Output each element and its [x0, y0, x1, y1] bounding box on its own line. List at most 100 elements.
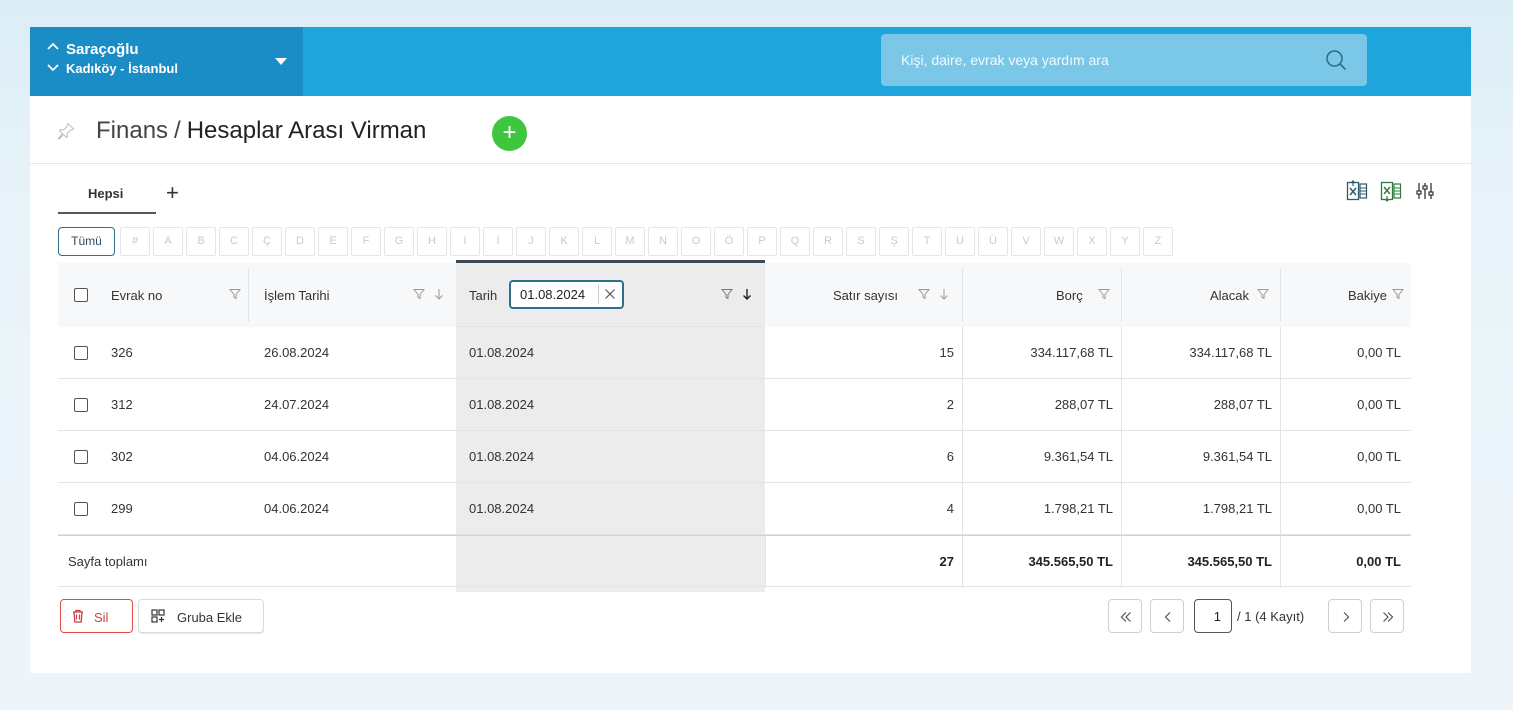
letter-button[interactable]: W — [1044, 227, 1074, 256]
letter-button[interactable]: A — [153, 227, 183, 256]
add-tab-button[interactable]: + — [166, 180, 179, 205]
letter-button[interactable]: Q — [780, 227, 810, 256]
letter-button[interactable]: Ç — [252, 227, 282, 256]
letter-button[interactable]: N — [648, 227, 678, 256]
page-number-input[interactable] — [1194, 599, 1232, 633]
filter-icon[interactable] — [1392, 288, 1404, 300]
filter-icon[interactable] — [413, 288, 425, 300]
cell-satir-sayisi: 4 — [946, 501, 954, 516]
letter-button[interactable]: # — [120, 227, 150, 256]
site-switcher[interactable]: Saraçoğlu Kadıköy - İstanbul — [30, 27, 303, 96]
sort-arrow-icon[interactable] — [938, 288, 950, 300]
col-satir-sayisi[interactable]: Satır sayısı — [833, 288, 899, 303]
total-alacak: 345.565,50 TL — [1187, 554, 1272, 569]
letter-button[interactable]: Ü — [978, 227, 1008, 256]
filter-icon[interactable] — [229, 288, 241, 300]
date-filter-field[interactable] — [509, 280, 624, 309]
search-box[interactable] — [881, 34, 1367, 86]
table-row[interactable]: 299 04.06.2024 01.08.2024 4 1.798,21 TL 1.798… — [58, 483, 1411, 535]
letter-button[interactable]: S — [846, 227, 876, 256]
letter-button[interactable]: O — [681, 227, 711, 256]
row-checkbox[interactable] — [74, 450, 88, 464]
cell-alacak: 1.798,21 TL — [1202, 501, 1272, 516]
col-islem-tarihi[interactable]: İşlem Tarihi — [264, 288, 330, 303]
prev-page-button[interactable] — [1150, 599, 1184, 633]
add-to-group-button[interactable]: Gruba Ekle — [138, 599, 264, 633]
filter-icon[interactable] — [721, 288, 733, 300]
letter-button[interactable]: J — [516, 227, 546, 256]
letter-button[interactable]: İ — [483, 227, 513, 256]
letter-button[interactable]: M — [615, 227, 645, 256]
letter-button[interactable]: Z — [1143, 227, 1173, 256]
table-row[interactable]: 326 26.08.2024 01.08.2024 15 334.117,68 TL 33… — [58, 327, 1411, 379]
caret-down-icon[interactable] — [274, 56, 288, 66]
letter-button[interactable]: T — [912, 227, 942, 256]
letter-button[interactable]: E — [318, 227, 348, 256]
letter-button[interactable]: G — [384, 227, 414, 256]
cell-tarih: 01.08.2024 — [469, 345, 535, 360]
page-info: / 1 (4 Kayıt) — [1237, 609, 1305, 624]
table-footer: Sayfa toplamı 27 345.565,50 TL 345.565,5… — [58, 535, 1411, 588]
select-all-checkbox[interactable] — [74, 288, 88, 302]
next-page-button[interactable] — [1328, 599, 1362, 633]
row-checkbox[interactable] — [74, 502, 88, 516]
pin-icon[interactable] — [57, 122, 75, 140]
filter-icon[interactable] — [1257, 288, 1269, 300]
double-chevron-left-icon — [1120, 612, 1131, 622]
col-alacak[interactable]: Alacak — [1210, 288, 1250, 303]
cell-bakiye: 0,00 TL — [1357, 501, 1401, 516]
breadcrumb-section[interactable]: Finans — [96, 117, 169, 144]
search-icon[interactable] — [1325, 49, 1347, 71]
col-bakiye[interactable]: Bakiye — [1348, 288, 1388, 303]
add-button[interactable]: + — [492, 116, 527, 151]
letter-button[interactable]: R — [813, 227, 843, 256]
letter-all-button[interactable]: Tümü — [58, 227, 115, 256]
letter-button[interactable]: K — [549, 227, 579, 256]
chevron-up-icon[interactable] — [46, 39, 60, 53]
row-checkbox[interactable] — [74, 346, 88, 360]
tab-all[interactable]: Hepsi — [58, 174, 156, 214]
col-borc[interactable]: Borç — [1056, 288, 1083, 303]
double-chevron-right-icon — [1383, 612, 1394, 622]
tab-all-label: Hepsi — [88, 186, 124, 201]
letter-button[interactable]: U — [945, 227, 975, 256]
table-row[interactable]: 302 04.06.2024 01.08.2024 6 9.361,54 TL 9.361… — [58, 431, 1411, 483]
row-checkbox[interactable] — [74, 398, 88, 412]
letter-button[interactable]: V — [1011, 227, 1041, 256]
cell-alacak: 334.117,68 TL — [1189, 345, 1272, 360]
search-input[interactable] — [881, 34, 1321, 86]
breadcrumb-separator: / — [174, 117, 181, 144]
sort-arrow-icon[interactable] — [433, 288, 445, 300]
excel-export-icon[interactable] — [1380, 180, 1402, 202]
cell-evrak-no: 302 — [111, 449, 133, 464]
col-evrak-no[interactable]: Evrak no — [111, 288, 163, 303]
last-page-button[interactable] — [1370, 599, 1404, 633]
letter-button[interactable]: I — [450, 227, 480, 256]
clear-icon[interactable] — [604, 288, 616, 300]
excel-import-icon[interactable] — [1346, 180, 1368, 202]
letter-button[interactable]: Ş — [879, 227, 909, 256]
chevron-down-icon[interactable] — [46, 61, 60, 75]
cell-islem-tarihi: 04.06.2024 — [264, 449, 330, 464]
letter-button[interactable]: D — [285, 227, 315, 256]
delete-button[interactable]: Sil — [60, 599, 133, 633]
date-filter-input[interactable] — [511, 282, 597, 307]
table-row[interactable]: 312 24.07.2024 01.08.2024 2 288,07 TL 288,07 … — [58, 379, 1411, 431]
top-bar: Saraçoğlu Kadıköy - İstanbul — [30, 27, 1471, 96]
filter-icon[interactable] — [918, 288, 930, 300]
letter-button[interactable]: X — [1077, 227, 1107, 256]
letter-button[interactable]: H — [417, 227, 447, 256]
letter-button[interactable]: Ö — [714, 227, 744, 256]
col-tarih[interactable]: Tarih — [469, 288, 498, 303]
filter-icon[interactable] — [1098, 288, 1110, 300]
letter-button[interactable]: F — [351, 227, 381, 256]
letter-button[interactable]: C — [219, 227, 249, 256]
letter-button[interactable]: P — [747, 227, 777, 256]
letter-button[interactable]: B — [186, 227, 216, 256]
page-title: Hesaplar Arası Virman — [186, 117, 427, 144]
letter-button[interactable]: L — [582, 227, 612, 256]
column-settings-icon[interactable] — [1414, 180, 1436, 202]
letter-button[interactable]: Y — [1110, 227, 1140, 256]
first-page-button[interactable] — [1108, 599, 1142, 633]
sort-arrow-icon[interactable] — [741, 288, 753, 300]
